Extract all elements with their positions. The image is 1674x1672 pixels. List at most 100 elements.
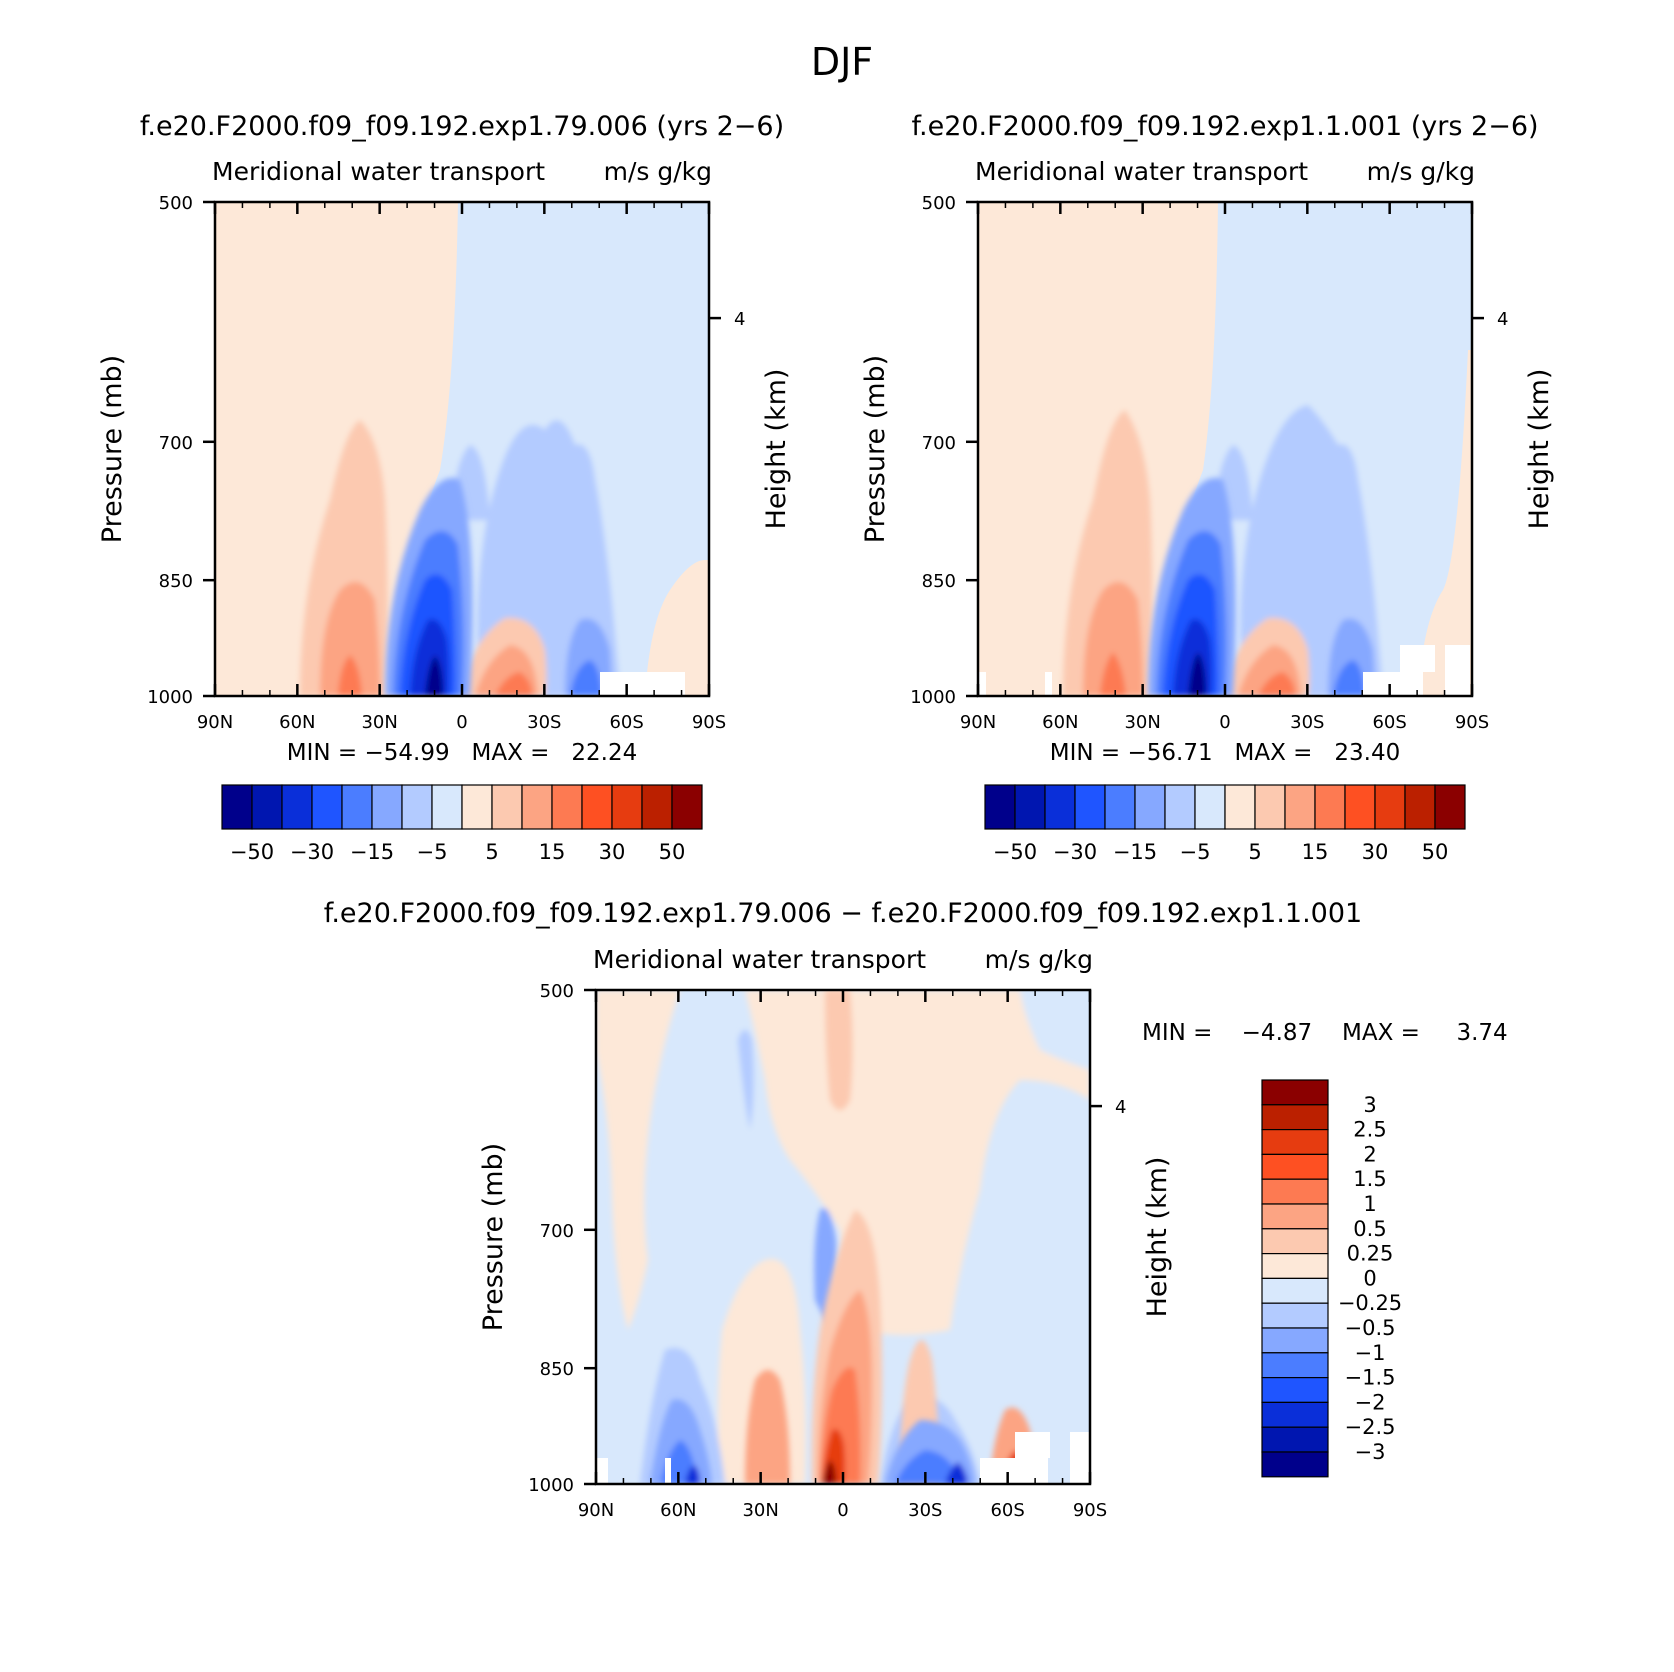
colorbar-label: 3 — [1363, 1093, 1376, 1117]
panel-diff-title: f.e20.F2000.f09_f09.192.exp1.79.006 − f.… — [324, 898, 1362, 929]
colorbar-box — [1104, 784, 1136, 830]
field-region-neg-upper-strip — [738, 1030, 754, 1130]
panel-left-ylabel-right: Height (km) — [761, 369, 792, 530]
colorbar-box — [641, 784, 673, 830]
colorbar-box — [251, 784, 283, 830]
x-tick-label: 0 — [837, 1500, 848, 1521]
panel-left-field — [215, 202, 709, 696]
colorbar-label: −2 — [1355, 1390, 1386, 1414]
x-tick-label: 60S — [609, 712, 643, 733]
field-region-shelf-pos — [645, 560, 709, 696]
panel-right-subtitle: Meridional water transport — [975, 157, 1308, 186]
field-region-pos-20 — [1100, 652, 1126, 696]
colorbar-label: −50 — [993, 840, 1037, 864]
colorbar-label: −3 — [1355, 1440, 1386, 1464]
panel-diff-field — [596, 990, 1090, 1484]
colorbar-label: −15 — [350, 840, 394, 864]
colorbar-box — [1224, 784, 1256, 830]
x-tick-label: 30N — [1124, 712, 1160, 733]
colorbar-label: −30 — [1053, 840, 1097, 864]
colorbar-label: −5 — [1180, 840, 1211, 864]
x-tick-label: 60S — [990, 1500, 1024, 1521]
field-region-sh-neg-25 — [1333, 660, 1365, 696]
colorbar-box — [1261, 1228, 1329, 1255]
colorbar-label: 5 — [485, 840, 498, 864]
colorbar-box — [491, 784, 523, 830]
colorbar-label: −15 — [1113, 840, 1157, 864]
colorbar-box — [1194, 784, 1226, 830]
field-region-pos-upper-left — [596, 990, 680, 1330]
colorbar-box — [1134, 784, 1166, 830]
field-region-pos-left-05 — [745, 1370, 790, 1484]
colorbar-box — [1261, 1104, 1329, 1131]
field-region-pos-center-3 — [822, 1460, 836, 1484]
panel-left-subtitle: Meridional water transport — [212, 157, 545, 186]
panel-right-units: m/s g/kg — [1367, 157, 1475, 186]
colorbar-box — [1254, 784, 1286, 830]
colorbar-box — [984, 784, 1016, 830]
colorbar-box — [1261, 1203, 1329, 1230]
panel-left-ylabel: Pressure (mb) — [97, 355, 128, 543]
y-tick-label: 500 — [922, 193, 956, 214]
field-region-core-neg-50 — [425, 655, 443, 696]
colorbar-box — [581, 784, 613, 830]
field-missing-data — [1015, 1432, 1050, 1458]
colorbar-label: −2.5 — [1345, 1415, 1396, 1439]
field-missing-data — [1363, 672, 1423, 696]
y-tick-label: 700 — [922, 433, 956, 454]
field-region-neg-left-2 — [685, 1465, 700, 1484]
colorbar-label: 5 — [1248, 840, 1261, 864]
y-tick-label: 1000 — [147, 687, 193, 708]
panel-left-ticks: 90N 60N 30N 0 30S 60S 90S 500 700 850 1000 4 — [147, 193, 745, 733]
colorbar-box — [611, 784, 643, 830]
colorbar-box — [1261, 1277, 1329, 1304]
main-title: DJF — [811, 40, 873, 84]
colorbar-box — [1164, 784, 1196, 830]
panel-right-field — [978, 202, 1472, 696]
colorbar-box — [461, 784, 493, 830]
colorbar-box — [1261, 1401, 1329, 1428]
colorbar-box — [1434, 784, 1466, 830]
x-tick-label: 90N — [197, 712, 233, 733]
y-tick-label: 700 — [159, 433, 193, 454]
colorbar-box — [401, 784, 433, 830]
colorbar-label: −1 — [1355, 1341, 1386, 1365]
colorbar-box — [1074, 784, 1106, 830]
x-tick-label: 60N — [660, 1500, 696, 1521]
colorbar-label: 2 — [1363, 1142, 1376, 1166]
panel-diff-subtitle: Meridional water transport — [593, 945, 926, 974]
x-tick-label: 0 — [1219, 712, 1230, 733]
colorbar-box — [431, 784, 463, 830]
y-tick-label: 850 — [922, 571, 956, 592]
x-tick-label: 30N — [742, 1500, 778, 1521]
y-tick-label: 850 — [159, 571, 193, 592]
x-tick-label: 90S — [692, 712, 726, 733]
panel-diff-ticks: 90N 60N 30N 0 30S 60S 90S 500 700 850 1000 4 — [528, 981, 1126, 1521]
field-region-neg-right-2 — [945, 1462, 968, 1484]
field-region-pos-10 — [320, 582, 380, 696]
field-region-pos-upper-strip — [825, 990, 853, 1110]
colorbar-box — [221, 784, 253, 830]
x-tick-label: 90N — [578, 1500, 614, 1521]
panel-right-ticks: 90N 60N 30N 0 30S 60S 90S 500 700 850 1000 4 — [910, 193, 1508, 733]
panel-right-stats: MIN = −56.71 MAX = 23.40 — [1050, 740, 1400, 766]
panel-right-ylabel-right: Height (km) — [1524, 369, 1555, 530]
field-missing-data — [1070, 1432, 1090, 1484]
y-tick-label: 850 — [540, 1359, 574, 1380]
field-region-pos-20 — [338, 655, 362, 696]
field-missing-data — [596, 1458, 608, 1484]
x-tick-label: 30N — [361, 712, 397, 733]
field-region-pos-10 — [1083, 582, 1143, 696]
y-right-tick-label: 4 — [734, 309, 745, 330]
y-tick-label: 500 — [159, 193, 193, 214]
colorbar-label: 50 — [1422, 840, 1449, 864]
colorbar-box — [1014, 784, 1046, 830]
colorbar-label: 30 — [599, 840, 626, 864]
field-missing-data — [1045, 672, 1052, 696]
colorbar-box — [1261, 1376, 1329, 1403]
colorbar-box — [1261, 1153, 1329, 1180]
panel-diff-units: m/s g/kg — [985, 945, 1093, 974]
panel-left-stats: MIN = −54.99 MAX = 22.24 — [287, 740, 637, 766]
colorbar-box — [1344, 784, 1376, 830]
panel-diff-stats-max: MAX = 3.74 — [1342, 1020, 1508, 1046]
